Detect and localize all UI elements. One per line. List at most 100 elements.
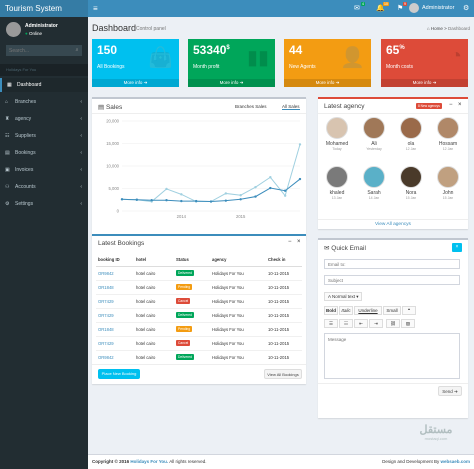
stat-bookings: 150 All Bookings 👜 More info ➜ (92, 39, 179, 87)
email-remove-button[interactable]: × (452, 243, 462, 252)
breadcrumb-home[interactable]: Home (430, 26, 443, 31)
cell-booking-id[interactable]: OR7429 (96, 293, 134, 308)
unordered-list-button[interactable]: ☰ (324, 319, 338, 328)
cell-booking-id[interactable]: OR9842 (96, 349, 134, 364)
series-1-point (239, 198, 242, 201)
agency-member[interactable]: Ali Yesterday (358, 117, 390, 151)
cell-agency: Holidays For You (210, 335, 266, 350)
series-1-point (194, 199, 198, 203)
series-1-point (150, 199, 153, 202)
sidebar-item-invoices[interactable]: ▣ Invoices ‹ (0, 163, 88, 177)
user-avatar-small[interactable] (409, 3, 419, 13)
place-new-booking-button[interactable]: Place New Booking (98, 369, 140, 379)
sidebar-item-settings[interactable]: ⚙ Settings ‹ (0, 197, 88, 211)
sidebar-item-bookings[interactable]: ▤ Bookings ‹ (0, 146, 88, 160)
agency-member[interactable]: ola 12 Jan (395, 117, 427, 151)
cell-booking-id[interactable]: OR9842 (96, 265, 134, 280)
agency-member[interactable]: Sarah 14 Jan (358, 166, 390, 200)
sidebar-item-accounts[interactable]: ⚇ Accounts ‹ (0, 180, 88, 194)
gear-icon[interactable]: ⚙ (463, 5, 470, 12)
cell-booking-id[interactable]: OR1848 (96, 279, 134, 294)
cell-agency: Holidays For You (210, 349, 266, 364)
bell-icon[interactable]: 🔔 (376, 5, 385, 12)
table-row: OR9842 hotel cairo Delivered Holidays For Y… (96, 265, 302, 280)
close-icon[interactable]: × (297, 239, 301, 245)
user-menu[interactable]: Administrator (422, 5, 455, 11)
outdent-button[interactable]: ⇤ (354, 319, 368, 328)
sidebar-item-agency[interactable]: ♜ agency ‹ (0, 112, 88, 126)
cell-booking-id[interactable]: OR7429 (96, 335, 134, 350)
agency-member[interactable]: Nora 15 Jan (395, 166, 427, 200)
footer-company-link[interactable]: Holidays For You. (130, 459, 169, 464)
font-style-select[interactable]: A Normal text ▾ (324, 292, 362, 301)
tab-branches-sales[interactable]: Branches Sales (235, 104, 267, 109)
sidebar-item-suppliers[interactable]: ☷ Suppliers ‹ (0, 129, 88, 143)
page-subtitle: Control panel (136, 26, 166, 32)
sidebar-search-input[interactable] (6, 45, 72, 56)
page-title: Dashboard (92, 23, 137, 33)
series-1-point (135, 198, 139, 201)
agency-member-date: Today (332, 147, 342, 151)
bag-icon: 👜 (148, 47, 173, 69)
cell-text: hotel cairo (136, 270, 156, 276)
italic-button[interactable]: Italic (339, 306, 353, 315)
dashboard-icon: ▦ (7, 82, 12, 88)
search-icon: ⌕ (75, 47, 79, 53)
image-button[interactable]: ▨ (401, 319, 415, 328)
agency-member[interactable]: Mohamed Today (321, 117, 353, 151)
agency-member[interactable]: Hossam 12 Jan (432, 117, 464, 151)
indent-button[interactable]: ⇥ (369, 319, 383, 328)
agency-member-date: 15 Jan (405, 196, 417, 200)
sidebar-item-dashboard[interactable]: ▦ Dashboard (0, 78, 88, 92)
sidebar-item-branches[interactable]: ⌂ Branches ‹ (0, 95, 88, 109)
cell-booking-id[interactable]: OR7429 (96, 307, 134, 322)
email-message-field[interactable] (324, 333, 460, 379)
cell-text: Holidays For You (212, 312, 244, 318)
close-icon[interactable]: × (458, 102, 462, 108)
app-logo[interactable]: Tourism System (0, 0, 88, 17)
cell-booking-id[interactable]: OR1848 (96, 321, 134, 336)
sidebar-search-button[interactable]: ⌕ (72, 45, 82, 56)
email-to-field[interactable] (324, 259, 460, 269)
link-button[interactable]: ⛓ (386, 319, 400, 328)
bold-button[interactable]: Bold (324, 306, 338, 315)
cell-text: 10-11-2015 (268, 298, 290, 304)
more-info-link[interactable]: More info ➜ (92, 79, 179, 87)
y-tick-label: 0 (117, 209, 120, 214)
more-info-label: More info (123, 80, 143, 85)
sidebar-item-label: Bookings (15, 150, 36, 156)
flag-icon[interactable]: ⚑ (397, 5, 404, 12)
status-badge: Delivered (176, 312, 194, 318)
cell-agency: Holidays For You (210, 293, 266, 308)
cell-check-in: 10-11-2015 (266, 349, 302, 364)
more-info-link[interactable]: More info ➜ (188, 79, 275, 87)
cell-text: Holidays For You (212, 354, 244, 360)
cell-text: OR7429 (98, 298, 114, 304)
sidebar-toggle-icon[interactable]: ≡ (93, 4, 98, 13)
mail-icon[interactable]: ✉ (354, 5, 360, 12)
app-title: Tourism System (5, 4, 62, 13)
collapse-icon[interactable]: − (449, 102, 453, 108)
footer-designer-link[interactable]: websaeb.com (440, 459, 470, 464)
agency-member[interactable]: John 15 Jan (432, 166, 464, 200)
view-all-bookings-button[interactable]: View All Bookings (264, 369, 302, 379)
more-info-link[interactable]: More info ➜ (284, 79, 371, 87)
view-all-agencys-link[interactable]: View All agencys (375, 222, 411, 227)
sidebar-user-name: Administrator (25, 23, 58, 29)
underline-button[interactable]: Underline (354, 306, 382, 315)
tab-all-sales[interactable]: All Sales (282, 104, 300, 110)
agency-member[interactable]: khaled 13 Jan (321, 166, 353, 200)
cell-text: Holidays For You (212, 326, 244, 332)
ordered-list-button[interactable]: ☷ (339, 319, 353, 328)
notification-badge: 10 (383, 2, 389, 6)
agency-member-name: John (442, 190, 454, 196)
cell-status: Pending (174, 279, 210, 294)
small-button[interactable]: Small (383, 306, 401, 315)
series-1-point (254, 195, 257, 198)
email-subject-field[interactable] (324, 275, 460, 285)
send-button[interactable]: Send ➔ (438, 386, 462, 396)
status-badge: Delivered (176, 270, 194, 276)
blockquote-button[interactable]: ❝ (402, 306, 416, 315)
more-info-link[interactable]: More info ➜ (381, 79, 468, 87)
collapse-icon[interactable]: − (288, 239, 292, 245)
